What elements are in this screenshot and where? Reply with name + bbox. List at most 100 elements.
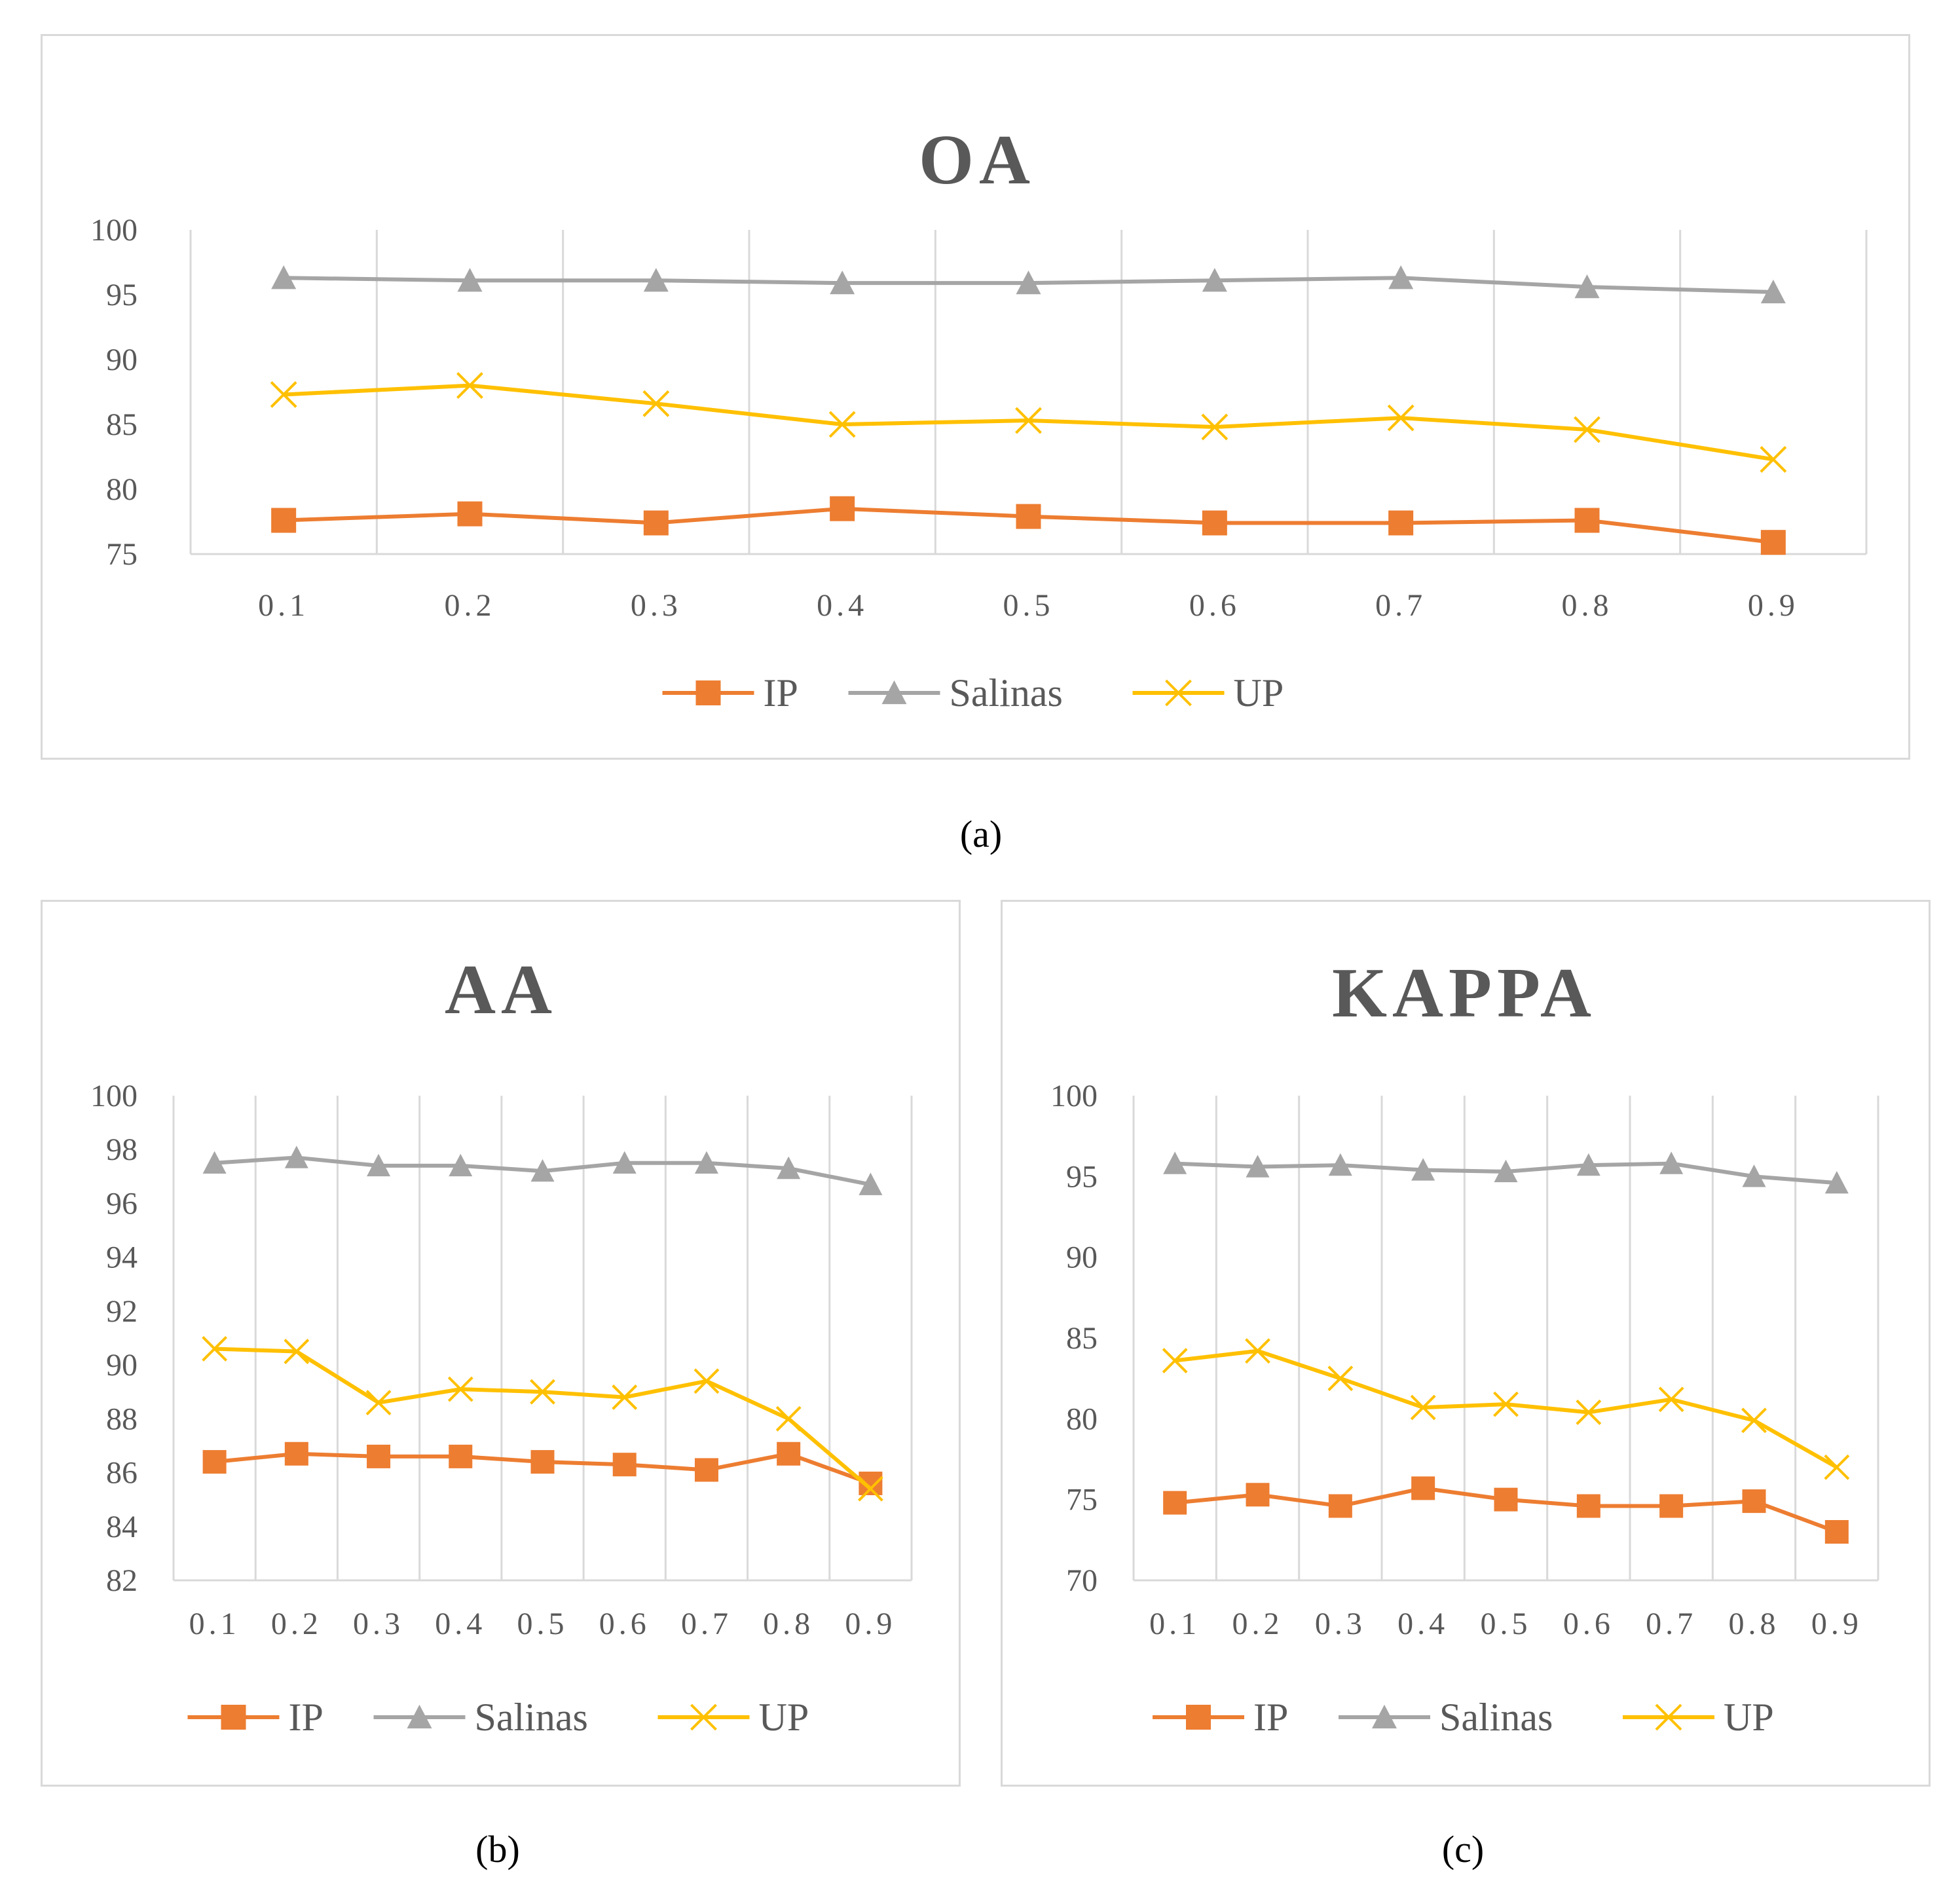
data-point xyxy=(1388,265,1414,289)
data-point xyxy=(643,268,669,292)
y-tick-label: 95 xyxy=(1066,1159,1098,1194)
triangle-marker xyxy=(830,270,855,295)
grid xyxy=(172,1096,913,1582)
x-tick-label: 0.8 xyxy=(1729,1607,1780,1641)
x-marker xyxy=(690,1703,717,1731)
grid xyxy=(189,230,1868,555)
square-marker xyxy=(1163,1491,1187,1515)
x-marker xyxy=(1162,1348,1188,1373)
y-tick-label: 95 xyxy=(106,278,138,312)
data-point xyxy=(367,1444,391,1468)
y-tick-label: 86 xyxy=(106,1456,138,1491)
data-point xyxy=(1328,1153,1352,1176)
data-point xyxy=(1202,268,1227,292)
x-marker xyxy=(1658,1386,1684,1413)
square-marker xyxy=(1411,1476,1435,1500)
y-tick-label: 90 xyxy=(1066,1240,1098,1275)
x-tick-labels: 0.1 0.2 0.3 0.4 0.5 0.6 0.7 0.8 0.9 xyxy=(258,588,1795,623)
x-tick-label: 0.3 xyxy=(353,1607,404,1641)
kappa-chart-svg: KAPPA 100 95 90 85 80 75 70 0.1 0.2 0.3 0.4 0.5 0.6… xyxy=(1050,954,1879,1739)
triangle-marker xyxy=(643,268,669,292)
data-point xyxy=(1659,1151,1684,1174)
y-tick-label: 80 xyxy=(1066,1402,1098,1436)
data-point xyxy=(1411,1476,1435,1500)
data-point xyxy=(1163,1151,1187,1174)
grid xyxy=(1132,1096,1879,1582)
data-point xyxy=(271,265,297,289)
x-tick-label: 0.4 xyxy=(1397,1607,1449,1641)
y-tick-label: 88 xyxy=(106,1402,138,1436)
triangle-marker xyxy=(859,1172,883,1195)
square-marker xyxy=(284,1441,308,1466)
x-tick-label: 0.1 xyxy=(189,1607,240,1641)
data-point xyxy=(1824,1454,1850,1480)
square-marker xyxy=(1328,1494,1352,1518)
x-tick-label: 0.5 xyxy=(1003,588,1054,623)
x-marker xyxy=(202,1336,228,1362)
x-marker xyxy=(1576,1400,1602,1425)
data-point xyxy=(693,1368,720,1394)
x-tick-label: 0.4 xyxy=(817,588,868,623)
data-point xyxy=(202,1450,227,1474)
y-tick-label: 75 xyxy=(1066,1483,1098,1517)
data-point xyxy=(1410,1394,1436,1421)
data-point xyxy=(284,1339,310,1364)
caption-c: (c) xyxy=(1441,1828,1485,1870)
x-tick-label: 0.2 xyxy=(1232,1607,1284,1641)
x-marker xyxy=(1410,1394,1436,1421)
triangle-marker xyxy=(284,1145,308,1168)
data-point xyxy=(1659,1494,1684,1518)
x-marker xyxy=(828,411,856,438)
data-point xyxy=(1574,274,1600,299)
legend-item-salinas: Salinas xyxy=(848,671,1063,715)
square-marker xyxy=(457,501,483,527)
data-point xyxy=(1760,530,1786,555)
square-marker xyxy=(367,1444,391,1468)
x-marker xyxy=(693,1368,720,1394)
data-point xyxy=(775,1405,802,1432)
data-point xyxy=(449,1444,473,1468)
triangle-marker xyxy=(1328,1153,1352,1176)
data-point xyxy=(1742,1489,1766,1514)
series-line-up xyxy=(284,383,1774,462)
y-tick-label: 92 xyxy=(106,1294,138,1329)
data-point xyxy=(612,1385,638,1410)
x-marker xyxy=(270,381,297,408)
legend-item-salinas: Salinas xyxy=(1339,1696,1553,1739)
x-marker xyxy=(365,1390,392,1416)
triangle-marker xyxy=(1246,1155,1270,1178)
data-point xyxy=(1824,1171,1849,1194)
x-tick-label: 0.9 xyxy=(1811,1607,1862,1641)
data-point xyxy=(1576,1153,1600,1176)
square-marker xyxy=(777,1441,801,1466)
square-marker xyxy=(449,1444,473,1468)
legend-label: IP xyxy=(1253,1696,1288,1739)
y-tick-labels: 100 98 96 94 92 90 88 86 84 82 xyxy=(90,1079,138,1598)
legend-label: IP xyxy=(764,671,798,715)
data-point xyxy=(530,1379,555,1405)
legend-item-salinas: Salinas xyxy=(373,1696,588,1739)
y-tick-label: 90 xyxy=(106,343,138,377)
data-point xyxy=(612,1453,637,1477)
legend-item-up: UP xyxy=(657,1696,809,1739)
x-marker xyxy=(1165,679,1192,707)
data-point xyxy=(1162,1348,1188,1373)
legend-item-ip: IP xyxy=(187,1696,324,1739)
legend-label: UP xyxy=(1234,671,1284,715)
x-tick-label: 0.5 xyxy=(517,1607,568,1641)
data-point xyxy=(202,1336,228,1362)
square-marker xyxy=(643,510,669,536)
square-marker xyxy=(1576,1494,1600,1518)
x-tick-label: 0.9 xyxy=(845,1607,896,1641)
triangle-marker xyxy=(1574,274,1600,299)
legend: IP Salinas UP xyxy=(187,1696,809,1739)
x-marker xyxy=(1015,407,1042,434)
data-point xyxy=(1201,413,1229,441)
data-point xyxy=(284,1441,308,1466)
square-marker xyxy=(830,496,855,521)
x-tick-label: 0.6 xyxy=(1563,1607,1614,1641)
y-tick-label: 96 xyxy=(106,1186,138,1221)
data-point xyxy=(777,1441,801,1466)
x-marker xyxy=(530,1379,555,1405)
